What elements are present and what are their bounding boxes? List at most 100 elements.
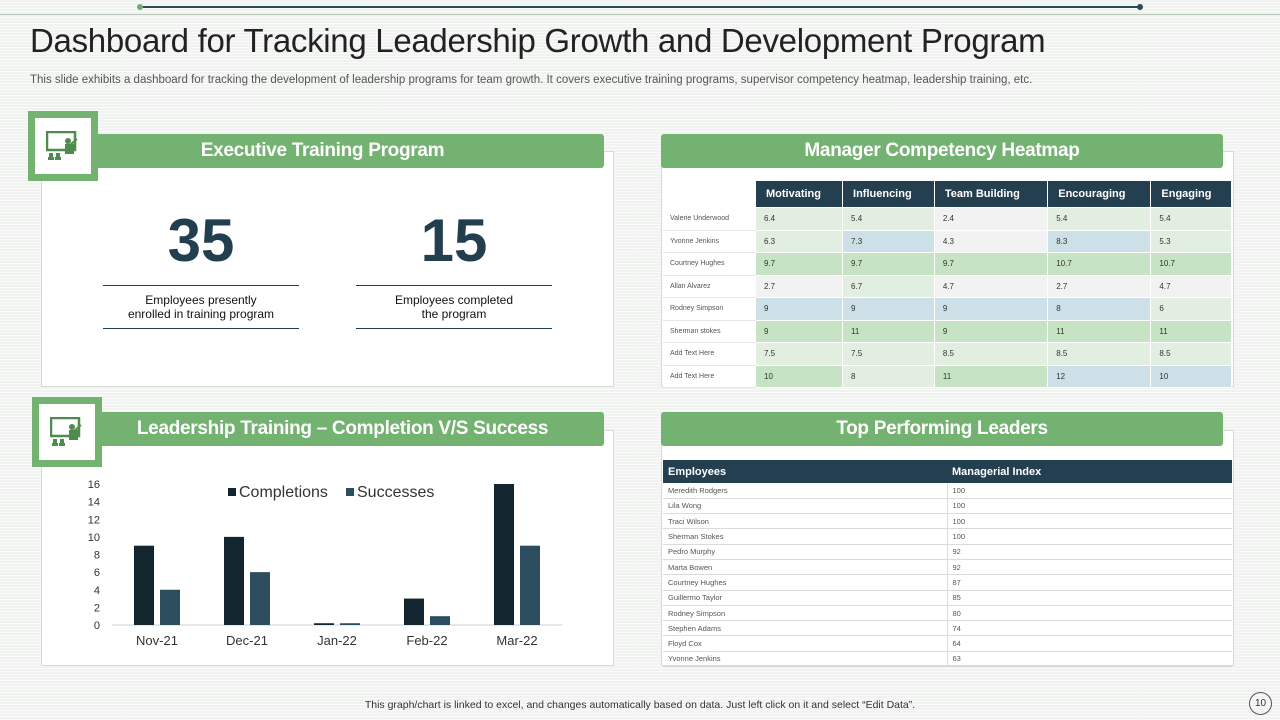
heatmap-cell: 7.5 [754, 342, 844, 366]
heatmap-cell: 10.7 [1047, 252, 1152, 276]
heatmap-cell: 4.3 [933, 229, 1049, 253]
leader-index: 92 [947, 544, 1232, 560]
heatmap-cell: 11 [842, 319, 935, 343]
bar-completions [134, 545, 154, 625]
kpi-completed-label: Employees completed the program [356, 293, 552, 321]
heatmap-row: Courtney Hughes 9.7 9.7 9.7 10.7 10.7 [663, 252, 1232, 276]
page-number: 10 [1249, 692, 1272, 715]
top-divider [0, 14, 1280, 15]
heatmap-cell: 4.7 [1150, 274, 1232, 298]
kpi-enrolled-label-line2: enrolled in training program [127, 307, 275, 321]
page-title: Dashboard for Tracking Leadership Growth… [30, 22, 1046, 59]
leader-name: Marta Bowen [663, 559, 948, 576]
legend-label: Successes [357, 484, 434, 501]
leader-name: Rodney Simpson [663, 605, 948, 622]
x-tick-label: Dec-21 [226, 633, 268, 648]
heatmap-row-label: Allan Alvarez [663, 274, 756, 298]
heatmap-corner [664, 181, 756, 208]
heatmap-cell: 6.3 [754, 229, 844, 253]
heatmap-row-label: Courtney Hughes [663, 252, 756, 276]
leader-index: 100 [947, 483, 1232, 499]
heatmap-cell: 9 [933, 319, 1049, 343]
top-accent-line [140, 6, 1140, 8]
kpi-enrolled-value: 35 [167, 207, 235, 274]
heatmap-row-label: Valerie Underwood [663, 207, 756, 231]
heatmap-cell: 6 [1150, 297, 1232, 321]
kpi-completed-label-line1: Employees completed [394, 293, 514, 307]
heatmap-cell: 2.7 [754, 274, 844, 298]
heatmap-cell: 9.7 [754, 252, 844, 276]
leader-index: 100 [947, 513, 1232, 530]
heatmap-cell: 9.7 [842, 252, 935, 276]
x-tick-label: Nov-21 [136, 633, 178, 648]
leader-name: Traci Wilson [663, 513, 948, 530]
leader-index: 85 [947, 590, 1232, 606]
heatmap-row: Add Text Here 7.5 7.5 8.5 8.5 8.5 [663, 342, 1232, 366]
heatmap-row-label: Add Text Here [663, 364, 756, 388]
heatmap-col-header: Team Building [933, 180, 1049, 208]
kpi-enrolled-label-line1: Employees presently [145, 293, 257, 307]
heatmap-cell: 2.7 [1047, 274, 1152, 298]
heatmap-cell: 6.7 [842, 274, 935, 298]
leader-name: Meredith Rodgers [663, 483, 948, 499]
leaders-row: Marta Bowen 92 [663, 559, 1232, 576]
leader-index: 74 [947, 620, 1232, 637]
heatmap-row: Allan Alvarez 2.7 6.7 4.7 2.7 4.7 [663, 274, 1232, 298]
heatmap-cell: 7.5 [842, 342, 935, 366]
heatmap-cell: 11 [1150, 319, 1232, 343]
heatmap-col-header: Encouraging [1047, 180, 1152, 208]
y-tick-label: 4 [94, 585, 100, 597]
leaders-row: Yvonne Jenkins 63 [663, 651, 1232, 668]
leader-index: 100 [947, 528, 1232, 545]
kpi-completed-line-top [356, 285, 552, 286]
y-tick-label: 6 [94, 567, 100, 579]
leader-name: Yvonne Jenkins [663, 651, 948, 668]
y-tick-label: 8 [94, 550, 100, 562]
leaders-header-row: Employees Managerial Index [663, 460, 1232, 483]
heatmap-col-header: Influencing [842, 180, 935, 208]
completion-success-chart: 0 2 4 6 8 10 12 14 16 Nov-21 Dec-21 Jan-22 Feb-22 Mar… [88, 479, 562, 648]
leaders-row: Floyd Cox 64 [663, 635, 1232, 652]
leaders-row: Rodney Simpson 80 [663, 605, 1232, 622]
leader-name: Stephen Adams [663, 620, 948, 637]
y-tick-label: 16 [88, 479, 100, 491]
y-tick-label: 0 [94, 620, 100, 632]
heatmap-cell: 9 [842, 297, 935, 321]
heatmap-row-label: Yvonne Jenkins [663, 229, 756, 253]
bar-completions [314, 623, 334, 625]
heatmap-row: Add Text Here 10 8 11 12 10 [663, 364, 1232, 388]
heatmap-table: Motivating Influencing Team Building Enc… [663, 180, 1232, 388]
leadership-icon-box [32, 397, 102, 467]
kpi-enrolled-line-bottom [103, 328, 299, 329]
heatmap-row: Valerie Underwood 6.4 5.4 2.4 5.4 5.4 [663, 207, 1232, 231]
kpi-completed-value: 15 [420, 207, 488, 274]
heatmap-cell: 8 [842, 364, 935, 388]
heatmap-cell: 11 [1047, 319, 1152, 343]
leadership-banner: Leadership Training – Completion V/S Suc… [41, 412, 604, 446]
x-tick-label: Feb-22 [406, 633, 447, 648]
leader-name: Floyd Cox [663, 635, 948, 652]
leaders-table: Employees Managerial Index Meredith Rodg… [663, 460, 1232, 668]
heatmap-cell: 5.4 [1047, 207, 1152, 231]
executive-banner: Executive Training Program [41, 134, 604, 168]
leaders-banner: Top Performing Leaders [661, 412, 1223, 446]
leaders-row: Pedro Murphy 92 [663, 544, 1232, 560]
heatmap-cell: 10 [1150, 364, 1232, 388]
bar-successes [250, 572, 270, 625]
bar-successes [520, 545, 540, 625]
x-tick-label: Mar-22 [496, 633, 537, 648]
executive-panel [41, 151, 614, 387]
heatmap-row-label: Rodney Simpson [663, 297, 756, 321]
heatmap-cell: 2.4 [933, 207, 1049, 231]
leaders-col-index: Managerial Index [947, 460, 1232, 483]
legend-label: Completions [239, 484, 328, 501]
y-tick-label: 2 [94, 602, 100, 614]
heatmap-cell: 8 [1047, 297, 1152, 321]
heatmap-col-header: Engaging [1150, 180, 1232, 208]
legend-swatch [228, 488, 236, 496]
leader-name: Pedro Murphy [663, 544, 948, 560]
accent-dot-right [1137, 4, 1143, 10]
heatmap-row: Sherman stokes 9 11 9 11 11 [663, 319, 1232, 343]
leader-name: Guillermo Taylor [663, 590, 948, 606]
heatmap-cell: 9 [754, 319, 844, 343]
